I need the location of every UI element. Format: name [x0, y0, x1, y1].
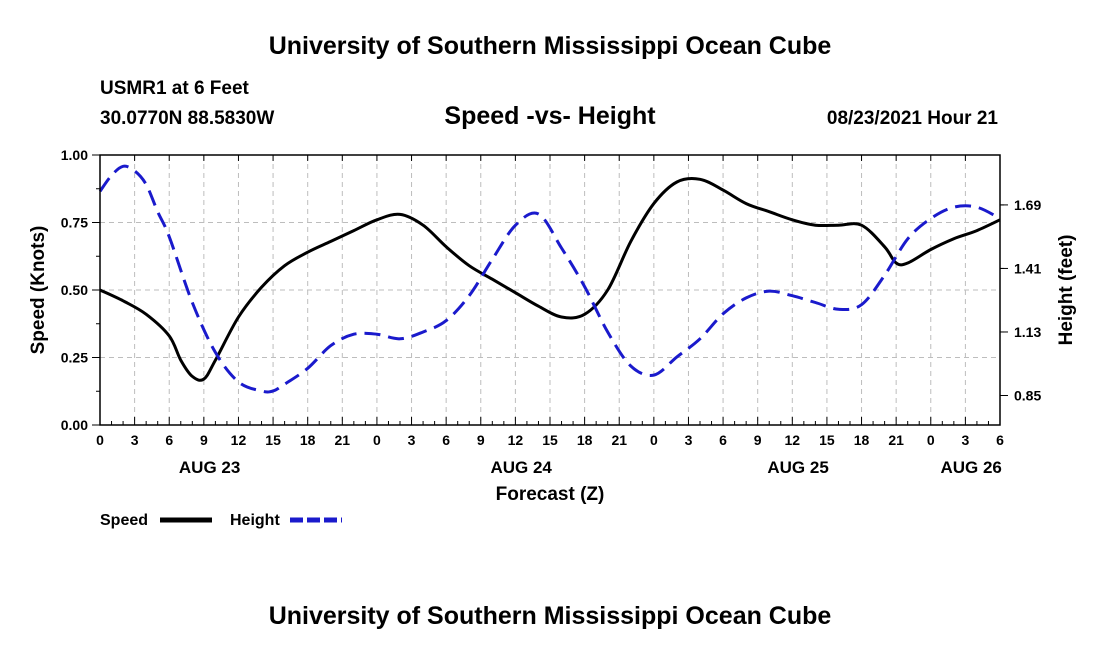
x-tick-label-26: 6 — [996, 432, 1004, 448]
legend: Speed Height — [100, 512, 342, 529]
x-tick-label-9: 3 — [408, 432, 416, 448]
x-tick-label-21: 15 — [819, 432, 835, 448]
y-tick-label-3: 0.75 — [61, 215, 88, 231]
x-tick-label-8: 0 — [373, 432, 381, 448]
x-tick-label-12: 12 — [508, 432, 524, 448]
y-axis-label: Speed (Knots) — [28, 226, 49, 355]
y2-tick-label-0: 0.85 — [1014, 388, 1041, 404]
x-tick-label-22: 18 — [854, 432, 870, 448]
x-tick-label-15: 21 — [611, 432, 627, 448]
x-tick-label-20: 12 — [785, 432, 801, 448]
x-tick-label-25: 3 — [961, 432, 969, 448]
x-tick-label-16: 0 — [650, 432, 658, 448]
x-tick-label-11: 9 — [477, 432, 485, 448]
y2-axis-label: Height (feet) — [1056, 235, 1077, 346]
legend-label-speed: Speed — [100, 512, 148, 529]
x-tick-label-3: 9 — [200, 432, 208, 448]
x-tick-label-5: 15 — [265, 432, 281, 448]
legend-label-height: Height — [230, 512, 280, 529]
x-tick-label-19: 9 — [754, 432, 762, 448]
grid-lines — [100, 155, 1000, 425]
series-line-height — [98, 164, 1001, 394]
x-tick-label-18: 6 — [719, 432, 727, 448]
x-tick-label-6: 18 — [300, 432, 316, 448]
x-axis-label: Forecast (Z) — [496, 484, 605, 505]
page-title-top: University of Southern Mississippi Ocean… — [269, 32, 832, 60]
x-tick-label-10: 6 — [442, 432, 450, 448]
y2-tick-label-3: 1.69 — [1014, 197, 1041, 213]
series-line-speed — [99, 176, 1001, 382]
y-tick-label-0: 0.00 — [61, 417, 88, 433]
x-tick-label-2: 6 — [165, 432, 173, 448]
y-tick-label-2: 0.50 — [61, 282, 88, 298]
y-tick-label-1: 0.25 — [61, 350, 88, 366]
series-lines — [98, 164, 1001, 394]
chart-subtitle: Speed -vs- Height — [444, 102, 656, 130]
x-tick-label-13: 15 — [542, 432, 558, 448]
date-label-2: AUG 25 — [767, 458, 828, 477]
y-tick-label-4: 1.00 — [61, 147, 88, 163]
date-label-0: AUG 23 — [179, 458, 240, 477]
coords-label: 30.0770N 88.5830W — [100, 108, 274, 129]
date-label-3: AUG 26 — [940, 458, 1001, 477]
x-tick-label-24: 0 — [927, 432, 935, 448]
x-tick-label-7: 21 — [335, 432, 351, 448]
x-tick-label-17: 3 — [685, 432, 693, 448]
x-tick-label-4: 12 — [231, 432, 247, 448]
date-label-1: AUG 24 — [490, 458, 552, 477]
y2-tick-label-1: 1.13 — [1014, 324, 1041, 340]
x-tick-label-14: 18 — [577, 432, 593, 448]
y2-tick-label-2: 1.41 — [1014, 260, 1041, 276]
axis-ticks: 0 3 6 9 12 15 18 21 0 3 6 9 12 15 18 21 0 3 6 9 12 15 18 21 0 3 6A… — [61, 147, 1042, 477]
x-tick-label-23: 21 — [888, 432, 904, 448]
x-tick-label-0: 0 — [96, 432, 104, 448]
x-tick-label-1: 3 — [131, 432, 139, 448]
page-title-bottom: University of Southern Mississippi Ocean… — [269, 602, 832, 630]
station-label: USMR1 at 6 Feet — [100, 78, 250, 99]
timestamp-label: 08/23/2021 Hour 21 — [827, 108, 999, 129]
